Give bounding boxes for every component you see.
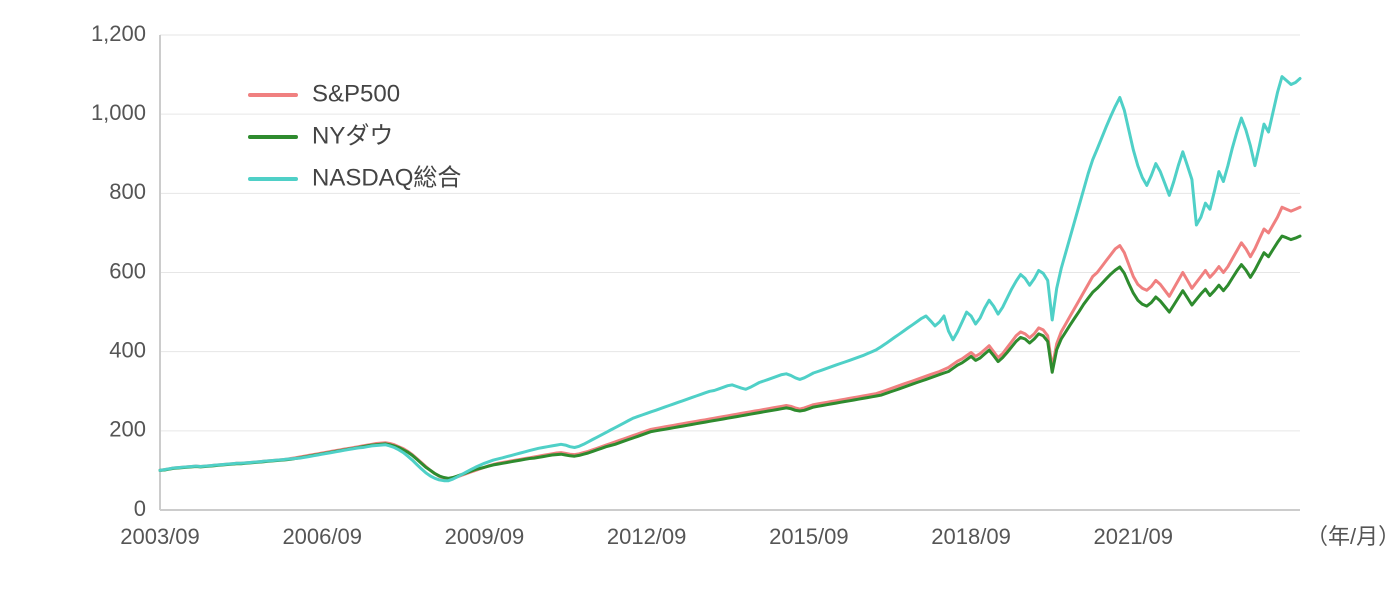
x-tick-label: 2009/09 <box>445 524 525 549</box>
legend-label: NASDAQ総合 <box>312 164 461 191</box>
y-tick-label: 800 <box>109 179 146 204</box>
x-tick-label: 2003/09 <box>120 524 200 549</box>
legend-label: NYダウ <box>312 122 393 149</box>
x-tick-label: 2012/09 <box>607 524 687 549</box>
y-tick-label: 200 <box>109 417 146 442</box>
y-tick-label: 0 <box>134 496 146 521</box>
y-tick-label: 600 <box>109 258 146 283</box>
x-tick-label: 2006/09 <box>282 524 362 549</box>
chart-svg: 0 200 400 600 800 1,000 1,200 2003/09 2006/09 200… <box>0 0 1400 600</box>
x-tick-label: 2021/09 <box>1094 524 1174 549</box>
legend-label: S&P500 <box>312 80 400 107</box>
y-tick-label: 1,000 <box>91 100 146 125</box>
y-tick-label: 1,200 <box>91 21 146 46</box>
y-tick-label: 400 <box>109 337 146 362</box>
x-axis-caption: （年/月） <box>1306 524 1400 549</box>
stock-index-chart: 0 200 400 600 800 1,000 1,200 2003/09 2006/09 200… <box>0 0 1400 600</box>
x-tick-label: 2015/09 <box>769 524 849 549</box>
x-tick-label: 2018/09 <box>931 524 1011 549</box>
